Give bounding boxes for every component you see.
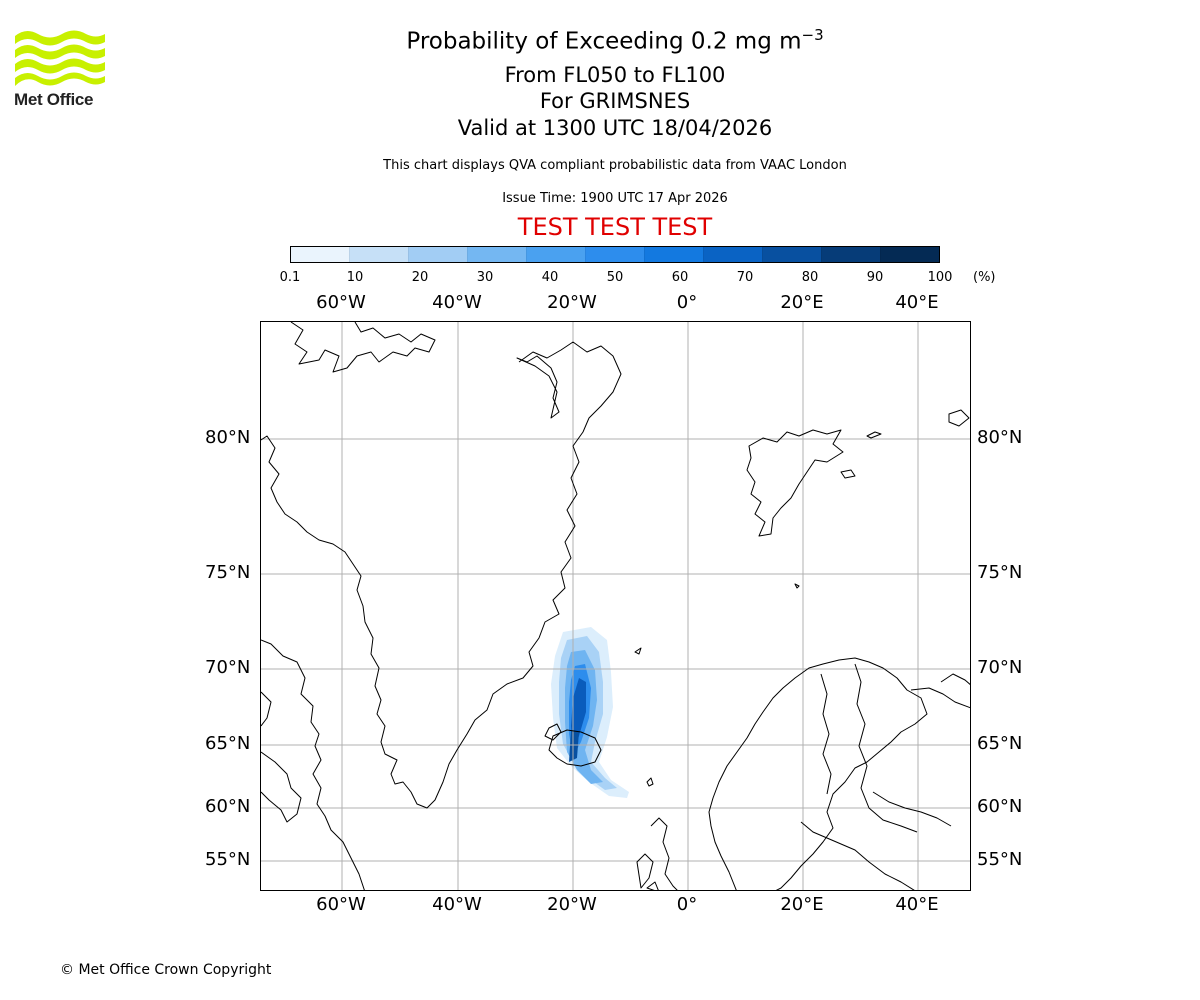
coastlines bbox=[261, 322, 970, 890]
colorbar-segment bbox=[291, 247, 349, 262]
colorbar-segment bbox=[821, 247, 880, 262]
logo-text: Met Office bbox=[14, 90, 94, 109]
colorbar-segment bbox=[703, 247, 762, 262]
lon-label-top: 40°E bbox=[895, 292, 939, 313]
faroe-islands bbox=[646, 777, 654, 787]
colorbar-unit: (%) bbox=[973, 270, 996, 285]
met-office-waves-icon bbox=[15, 30, 105, 86]
jan-mayen bbox=[634, 647, 642, 655]
lat-label-right: 75°N bbox=[977, 562, 1023, 583]
colorbar-segment bbox=[880, 247, 939, 262]
finland-border bbox=[820, 663, 918, 833]
colorbar-segment bbox=[644, 247, 703, 262]
iceland-westfjords bbox=[544, 723, 562, 741]
lat-label-right: 65°N bbox=[977, 733, 1023, 754]
greenland-coast bbox=[261, 322, 622, 809]
colorbar-segment bbox=[526, 247, 585, 262]
lon-label-bottom: 20°W bbox=[547, 894, 597, 915]
colorbar-segment bbox=[585, 247, 644, 262]
title-exponent: −3 bbox=[801, 26, 824, 44]
lon-label-top: 20°E bbox=[780, 292, 824, 313]
lon-label-top: 0° bbox=[676, 292, 698, 313]
plume-near-source bbox=[569, 730, 579, 762]
svalbard-coast bbox=[746, 429, 844, 537]
lon-label-top: 40°W bbox=[432, 292, 482, 313]
colorbar-tick-label: 100 bbox=[927, 270, 953, 285]
baltic-coast bbox=[800, 791, 952, 890]
iceland-coast bbox=[548, 729, 602, 767]
lon-label-top: 60°W bbox=[316, 292, 366, 313]
colorbar-tick-label: 80 bbox=[801, 270, 819, 285]
lon-label-top: 20°W bbox=[547, 292, 597, 313]
lat-label-left: 65°N bbox=[205, 733, 251, 754]
lat-label-left: 60°N bbox=[205, 796, 251, 817]
copyright-text: © Met Office Crown Copyright bbox=[60, 962, 272, 978]
lon-label-bottom: 20°E bbox=[780, 894, 824, 915]
gridlines bbox=[261, 322, 970, 890]
lat-label-right: 70°N bbox=[977, 657, 1023, 678]
scandinavia-coast bbox=[708, 657, 928, 890]
greenland-north-shore bbox=[516, 355, 560, 419]
lat-label-left: 55°N bbox=[205, 849, 251, 870]
colorbar-segment bbox=[349, 247, 408, 262]
lon-label-bottom: 0° bbox=[676, 894, 698, 915]
colorbar-tick-label: 50 bbox=[606, 270, 624, 285]
description-text: This chart displays QVA compliant probab… bbox=[383, 158, 847, 173]
met-office-logo: Met Office bbox=[12, 28, 112, 118]
canada-arctic-coast bbox=[261, 639, 365, 890]
title-prefix: Probability of Exceeding 0.2 mg m bbox=[406, 28, 802, 55]
lon-label-bottom: 60°W bbox=[316, 894, 366, 915]
colorbar-tick-label: 40 bbox=[541, 270, 559, 285]
colorbar bbox=[290, 246, 940, 263]
map-frame bbox=[260, 321, 971, 891]
test-banner: TEST TEST TEST bbox=[517, 213, 713, 241]
colorbar-tick-label: 0.1 bbox=[279, 270, 301, 285]
lon-label-bottom: 40°W bbox=[432, 894, 482, 915]
colorbar-tick-label: 10 bbox=[346, 270, 364, 285]
issue-time: Issue Time: 1900 UTC 17 Apr 2026 bbox=[502, 191, 728, 206]
colorbar-tick-label: 90 bbox=[866, 270, 884, 285]
svalbard-islands bbox=[794, 409, 970, 589]
lat-label-left: 75°N bbox=[205, 562, 251, 583]
colorbar-tick-label: 30 bbox=[476, 270, 494, 285]
map-canvas bbox=[261, 322, 970, 890]
colorbar-segment bbox=[408, 247, 467, 262]
colorbar-tick-label: 60 bbox=[671, 270, 689, 285]
chart-title: Probability of Exceeding 0.2 mg m−3 bbox=[300, 26, 930, 55]
british-isles-coast bbox=[636, 817, 678, 890]
colorbar-segment bbox=[762, 247, 821, 262]
level-range: From FL050 to FL100 bbox=[504, 63, 726, 87]
lat-label-right: 60°N bbox=[977, 796, 1023, 817]
lat-label-right: 80°N bbox=[977, 427, 1023, 448]
lat-label-right: 55°N bbox=[977, 849, 1023, 870]
lat-label-left: 70°N bbox=[205, 657, 251, 678]
lon-label-bottom: 40°E bbox=[895, 894, 939, 915]
kola-coast bbox=[910, 673, 970, 709]
colorbar-segment bbox=[467, 247, 526, 262]
location-title: For GRIMSNES bbox=[539, 89, 691, 113]
valid-time: Valid at 1300 UTC 18/04/2026 bbox=[457, 116, 773, 140]
ash-plume bbox=[551, 627, 629, 798]
lat-label-left: 80°N bbox=[205, 427, 251, 448]
colorbar-tick-label: 20 bbox=[411, 270, 429, 285]
colorbar-tick-label: 70 bbox=[736, 270, 754, 285]
